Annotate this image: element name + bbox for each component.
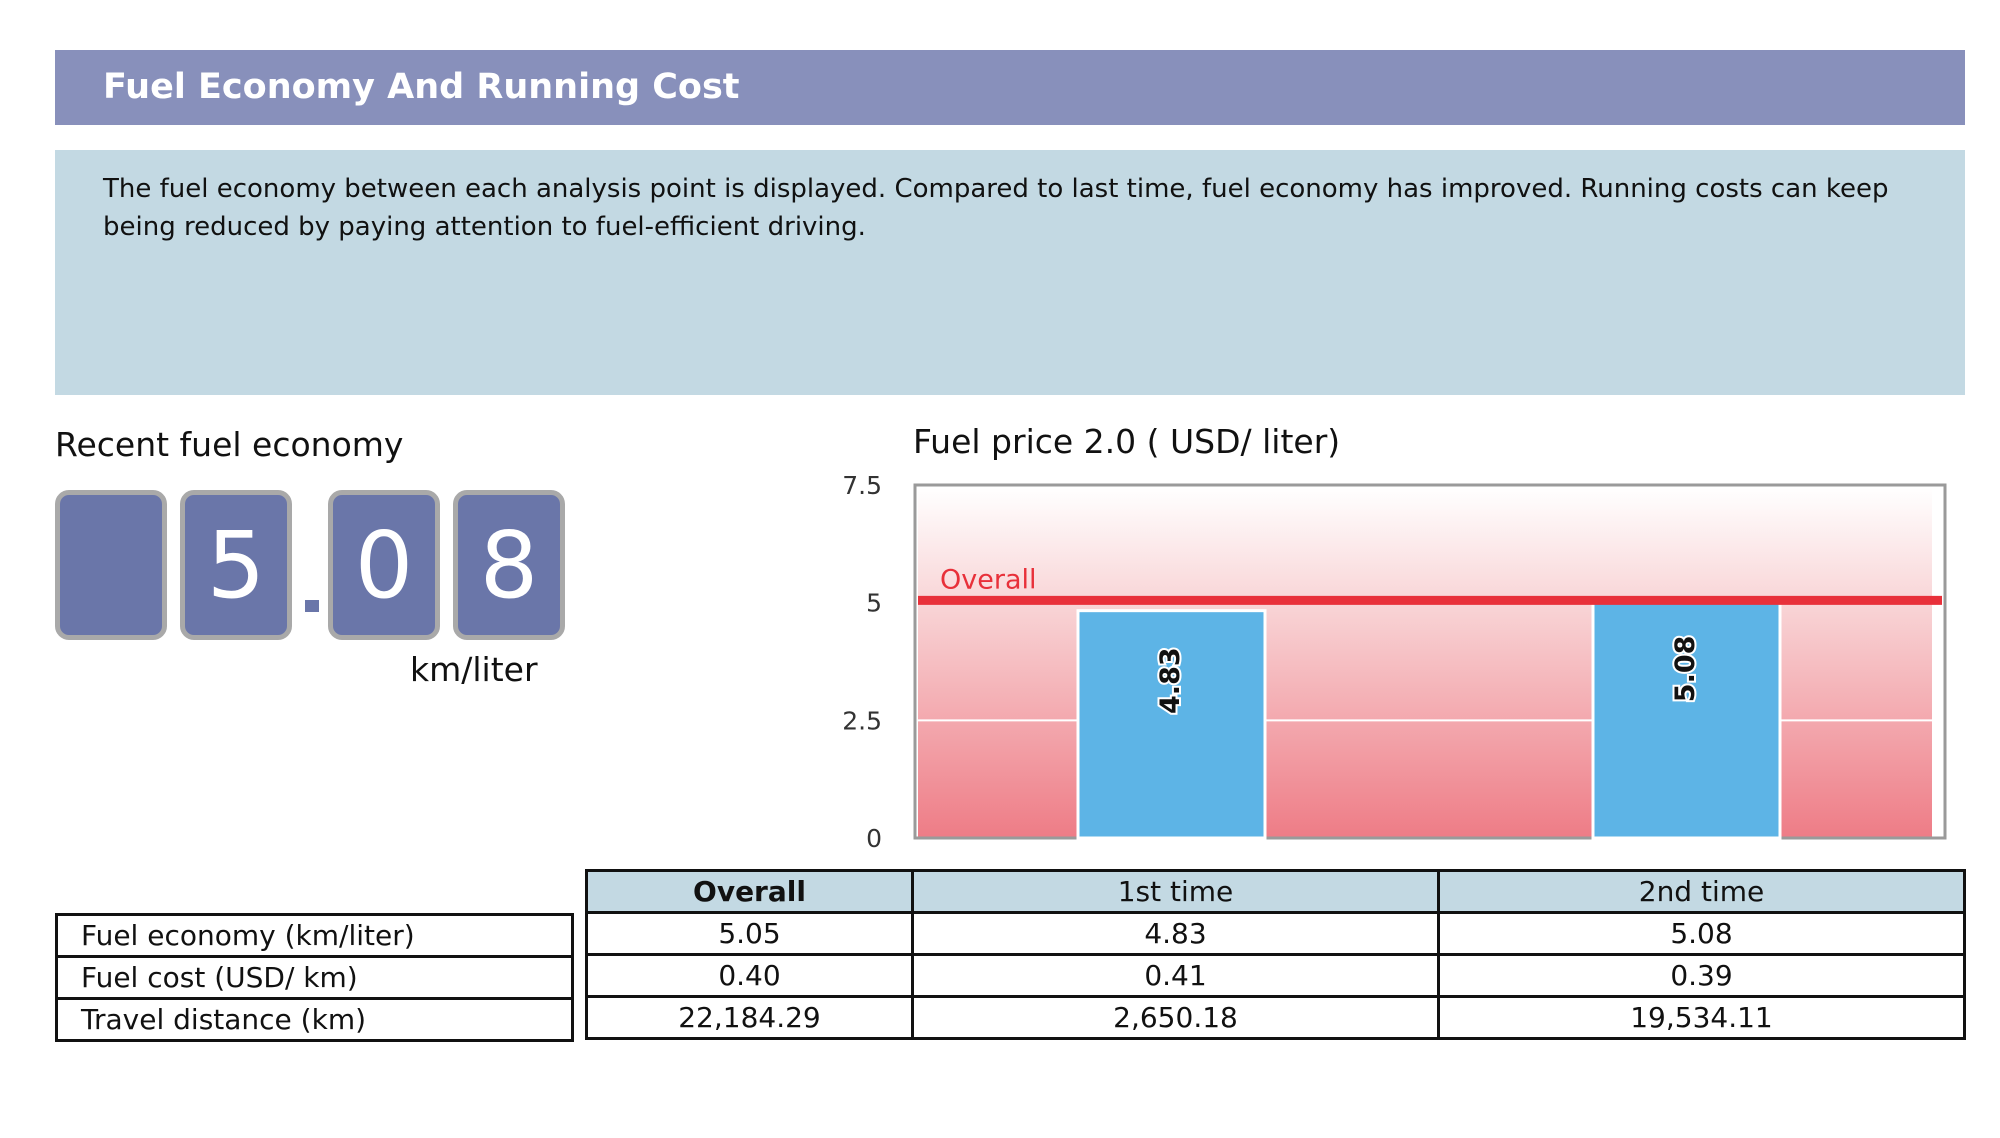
chart-frame bbox=[913, 483, 1947, 840]
table-header-row: Overall 1st time 2nd time bbox=[585, 869, 1966, 914]
digit-box-4: 8 bbox=[453, 490, 565, 640]
overall-reference-label: Overall bbox=[940, 564, 1037, 595]
cell-fuel-cost-2nd: 0.39 bbox=[1437, 953, 1966, 998]
decimal-point bbox=[305, 600, 319, 612]
digit-box-3: 0 bbox=[328, 490, 440, 640]
metric-values-table: Overall 1st time 2nd time 5.05 4.83 5.08… bbox=[585, 869, 1966, 1040]
cell-travel-distance-2nd: 19,534.11 bbox=[1437, 995, 1966, 1040]
table-row: Fuel economy (km/liter) bbox=[55, 913, 574, 958]
cell-fuel-cost-overall: 0.40 bbox=[585, 953, 914, 998]
bar-value-label: 5.08 bbox=[1670, 636, 1701, 703]
description-box: The fuel economy between each analysis p… bbox=[55, 150, 1965, 395]
cell-fuel-economy-1st: 4.83 bbox=[911, 911, 1440, 956]
header-overall: Overall bbox=[585, 869, 914, 914]
cell-travel-distance-1st: 2,650.18 bbox=[911, 995, 1440, 1040]
header-bar: Fuel Economy And Running Cost bbox=[55, 50, 1965, 125]
y-tick-label: 2.5 bbox=[842, 706, 882, 735]
recent-fuel-economy-title: Recent fuel economy bbox=[55, 425, 404, 464]
bar-value-label: 4.83 bbox=[1155, 647, 1186, 714]
table-row: 22,184.29 2,650.18 19,534.11 bbox=[585, 995, 1966, 1040]
header-1st-time: 1st time bbox=[911, 869, 1440, 914]
row-label-fuel-cost: Fuel cost (USD/ km) bbox=[55, 955, 574, 1000]
digit-box-2: 5 bbox=[180, 490, 292, 640]
digit-box-1 bbox=[55, 490, 167, 640]
table-row: 0.40 0.41 0.39 bbox=[585, 953, 1966, 998]
chart-bar bbox=[1591, 597, 1782, 840]
header-2nd-time: 2nd time bbox=[1437, 869, 1966, 914]
cell-fuel-economy-overall: 5.05 bbox=[585, 911, 914, 956]
fuel-economy-chart: 0 2.5 5 7.5 4.83 5.08 Overall bbox=[842, 471, 1947, 853]
page-title: Fuel Economy And Running Cost bbox=[103, 67, 740, 107]
y-tick-label: 0 bbox=[866, 824, 882, 853]
chart-title: Fuel price 2.0 ( USD/ liter) bbox=[913, 422, 1341, 461]
fuel-economy-unit: km/liter bbox=[410, 650, 538, 689]
description-text: The fuel economy between each analysis p… bbox=[103, 174, 1889, 242]
metric-labels-table: Fuel economy (km/liter) Fuel cost (USD/ … bbox=[55, 913, 574, 1042]
y-tick-label: 7.5 bbox=[842, 471, 882, 500]
chart-bar bbox=[1076, 609, 1267, 840]
cell-fuel-cost-1st: 0.41 bbox=[911, 953, 1440, 998]
row-label-fuel-economy: Fuel economy (km/liter) bbox=[55, 913, 574, 958]
table-row: Fuel cost (USD/ km) bbox=[55, 955, 574, 1000]
y-tick-label: 5 bbox=[866, 589, 882, 618]
cell-fuel-economy-2nd: 5.08 bbox=[1437, 911, 1966, 956]
table-row: Travel distance (km) bbox=[55, 997, 574, 1042]
table-row: 5.05 4.83 5.08 bbox=[585, 911, 1966, 956]
cell-travel-distance-overall: 22,184.29 bbox=[585, 995, 914, 1040]
row-label-travel-distance: Travel distance (km) bbox=[55, 997, 574, 1042]
